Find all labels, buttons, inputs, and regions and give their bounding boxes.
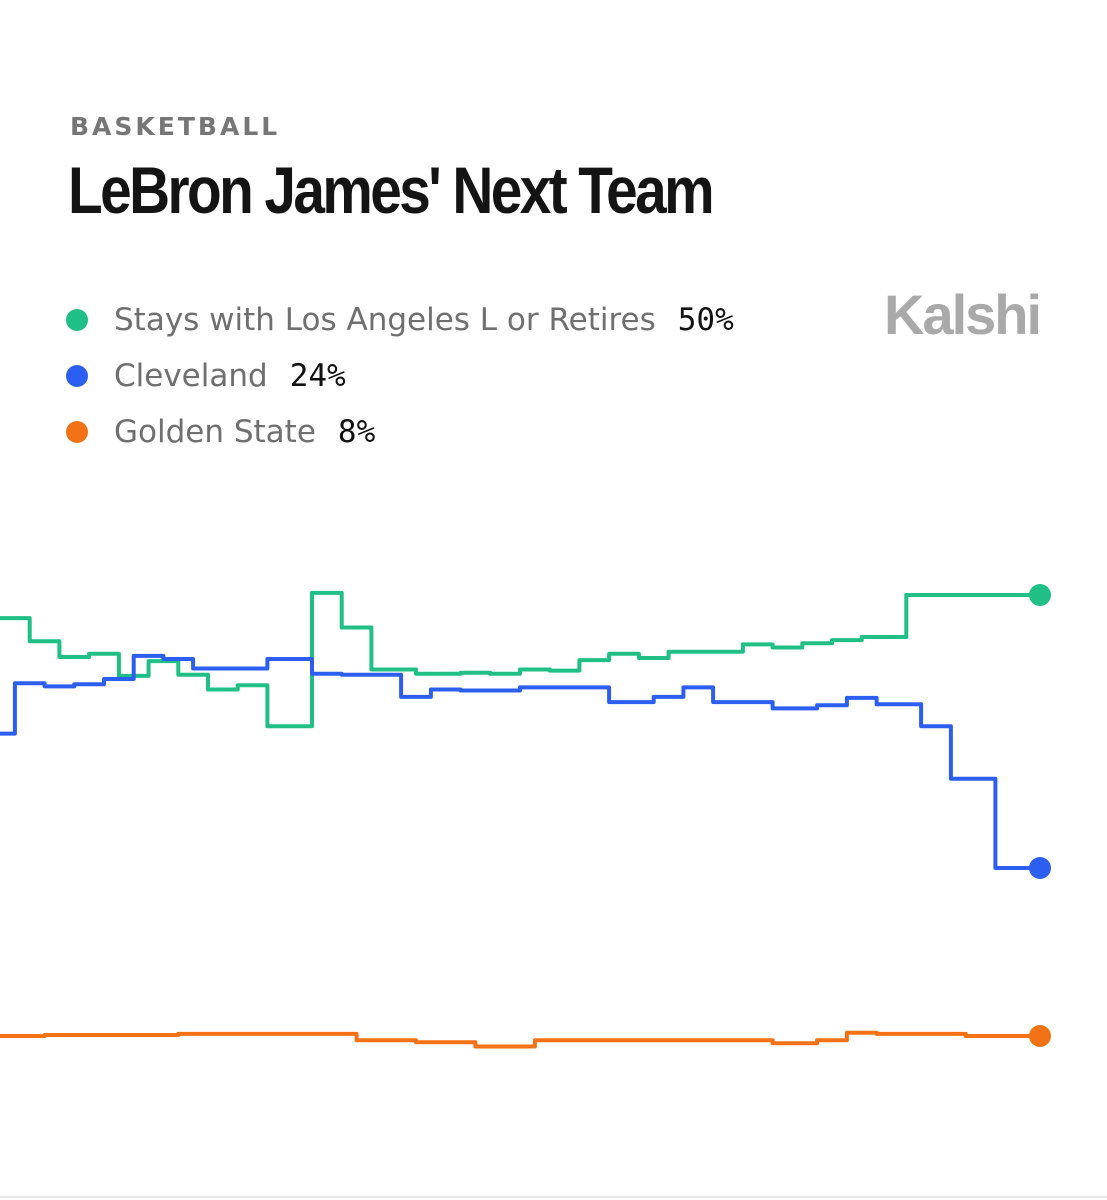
series-end-point-1 <box>1029 857 1051 879</box>
legend-label: Golden State <box>114 414 316 450</box>
legend-item-cleveland: Cleveland 24% <box>66 348 734 404</box>
page-title: LeBron James' Next Team <box>68 153 715 227</box>
series-line-1 <box>0 653 1040 870</box>
category-label: BASKETBALL <box>70 112 281 141</box>
divider <box>0 1196 1107 1198</box>
legend-item-lakers: Stays with Los Angeles L or Retires 50% <box>66 292 734 348</box>
legend: Stays with Los Angeles L or Retires 50% … <box>66 292 734 460</box>
series-line-0 <box>0 590 1040 729</box>
series-end-point-2 <box>1029 1025 1051 1047</box>
legend-label: Stays with Los Angeles L or Retires <box>114 302 656 338</box>
series-line-2 <box>0 1030 1040 1049</box>
series-end-point-0 <box>1029 584 1051 606</box>
legend-value: 50% <box>677 302 734 338</box>
brand-logo: Kalshi <box>884 283 1042 346</box>
legend-item-golden-state: Golden State 8% <box>66 404 734 460</box>
legend-value: 8% <box>337 414 376 450</box>
legend-value: 24% <box>289 358 346 394</box>
legend-dot-icon <box>66 365 88 387</box>
legend-label: Cleveland <box>114 358 268 394</box>
legend-dot-icon <box>66 309 88 331</box>
legend-dot-icon <box>66 421 88 443</box>
